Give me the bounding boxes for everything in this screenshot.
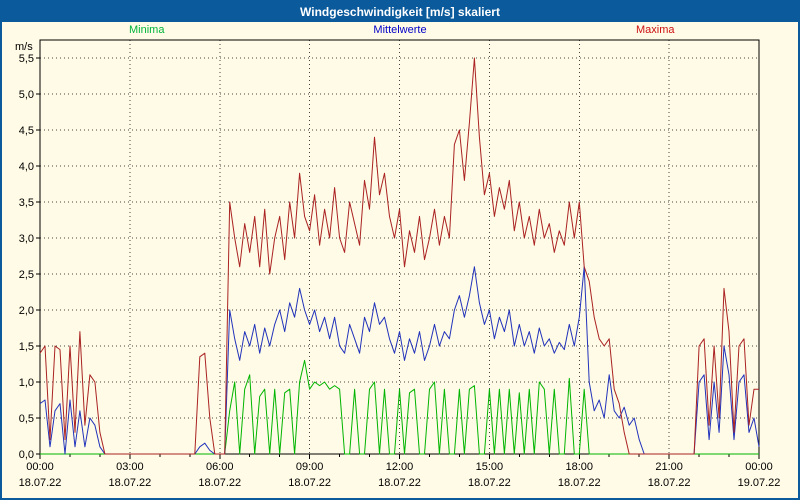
x-tick-time: 09:00 <box>296 461 324 473</box>
x-tick-date: 19.07.22 <box>738 477 781 489</box>
legend-item-maxima: Maxima <box>636 24 675 36</box>
x-tick-date: 18.07.22 <box>19 477 62 489</box>
x-tick-date: 18.07.22 <box>108 477 151 489</box>
series-minima <box>40 359 759 455</box>
x-tick-date: 18.07.22 <box>558 477 601 489</box>
y-tick-label: 0,0 <box>19 449 34 461</box>
y-tick-label: 1,0 <box>19 377 34 389</box>
y-tick-label: 1,5 <box>19 341 34 353</box>
y-tick-label: 4,0 <box>19 161 34 173</box>
x-tick-time: 18:00 <box>565 461 593 473</box>
series-maxima <box>39 57 759 455</box>
window-title-bar: Windgeschwindigkeit [m/s] skaliert <box>2 2 798 22</box>
y-tick-label: 2,5 <box>19 269 34 281</box>
y-tick-label: 3,0 <box>19 233 34 245</box>
x-tick-time: 06:00 <box>206 461 234 473</box>
y-tick-label: 5,0 <box>19 89 34 101</box>
x-tick-date: 18.07.22 <box>288 477 331 489</box>
x-tick-time: 00:00 <box>26 461 54 473</box>
x-tick-date: 18.07.22 <box>378 477 421 489</box>
x-tick-time: 21:00 <box>655 461 683 473</box>
x-tick-time: 12:00 <box>386 461 414 473</box>
x-tick-date: 18.07.22 <box>648 477 691 489</box>
legend-item-minima: Minima <box>129 24 165 36</box>
y-tick-label: 5,5 <box>19 53 34 65</box>
x-tick-time: 03:00 <box>116 461 144 473</box>
legend-item-mittelwerte: Mittelwerte <box>373 24 427 36</box>
x-tick-date: 18.07.22 <box>468 477 511 489</box>
y-tick-label: 3,5 <box>19 197 34 209</box>
y-tick-label: 2,0 <box>19 305 34 317</box>
x-tick-time: 15:00 <box>476 461 504 473</box>
window-title: Windgeschwindigkeit [m/s] skaliert <box>300 5 500 19</box>
chart-legend: Minima Mittelwerte Maxima <box>2 24 798 40</box>
x-tick-time: 00:00 <box>745 461 773 473</box>
y-tick-label: 4,5 <box>19 125 34 137</box>
plot-border <box>39 39 760 455</box>
y-tick-label: 0,5 <box>19 413 34 425</box>
y-axis-unit-label: m/s <box>15 41 33 53</box>
x-tick-date: 18.07.22 <box>198 477 241 489</box>
